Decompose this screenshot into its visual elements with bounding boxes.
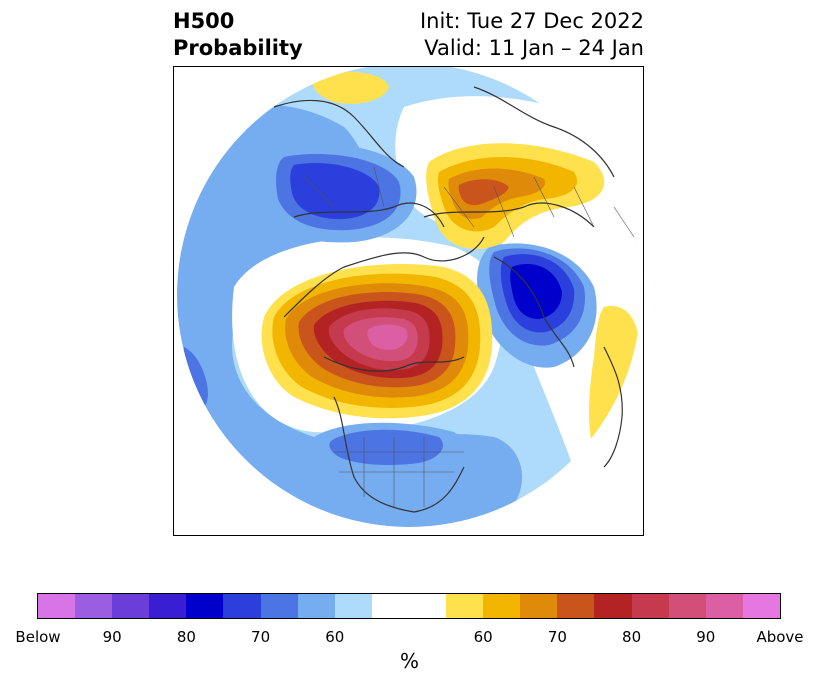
colorbar-swatch [446,594,484,618]
coastlines [273,86,623,513]
colorbar-swatch [38,594,76,618]
colorbar-tick-label: 60 [473,628,493,646]
colorbar-swatch [112,594,150,618]
title-line-2: Probability [173,36,303,60]
colorbar-tick-label: 80 [622,628,642,646]
contour-yellow-arctic [312,71,389,104]
colorbar-swatch [631,594,669,618]
colorbar-swatch [75,594,113,618]
probability-map [173,66,644,536]
colorbar-swatch [483,594,521,618]
colorbar-swatch [520,594,558,618]
colorbar-swatch [594,594,632,618]
contour-dark-orange-north [458,179,509,206]
colorbar-tick-label: 60 [325,628,345,646]
colorbar-swatch [742,594,780,618]
colorbar-swatch [668,594,706,618]
colorbar-ticks: Below 90 80 70 60 60 70 80 90 Above [0,628,819,648]
contour-blue-west-small [183,347,208,407]
colorbar-tick-label: Below [15,628,61,646]
colorbar-swatch [186,594,224,618]
colorbar-swatch [334,594,372,618]
colorbar-label: % [399,649,419,673]
map-title: H500 Probability [173,8,303,62]
colorbar-swatch [557,594,595,618]
map-corners-mask [174,67,643,535]
map-dates: Init: Tue 27 Dec 2022 Valid: 11 Jan – 24… [420,8,644,62]
map-svg [174,67,643,535]
country-borders [303,166,635,507]
init-date: Init: Tue 27 Dec 2022 [419,9,644,33]
colorbar-swatch [371,594,447,618]
colorbar-swatch [223,594,261,618]
colorbar-tick-label: 90 [102,628,122,646]
colorbar-tick-label: 70 [547,628,567,646]
contour-pink-main [367,324,408,350]
colorbar-tick-label: 80 [176,628,196,646]
contour-navy-east [510,264,562,319]
colorbar-swatch [297,594,335,618]
colorbar-tick-label: 70 [251,628,271,646]
colorbar-swatch [705,594,743,618]
title-line-1: H500 [173,9,235,33]
contour-blue-south [329,429,443,465]
contour-dark-blue-nw [290,163,380,220]
valid-date: Valid: 11 Jan – 24 Jan [424,36,644,60]
colorbar [37,593,781,619]
colorbar-swatch [260,594,298,618]
colorbar-swatch [149,594,187,618]
colorbar-tick-label: Above [756,628,804,646]
contour-yellow-east [589,306,639,452]
colorbar-tick-label: 90 [696,628,716,646]
